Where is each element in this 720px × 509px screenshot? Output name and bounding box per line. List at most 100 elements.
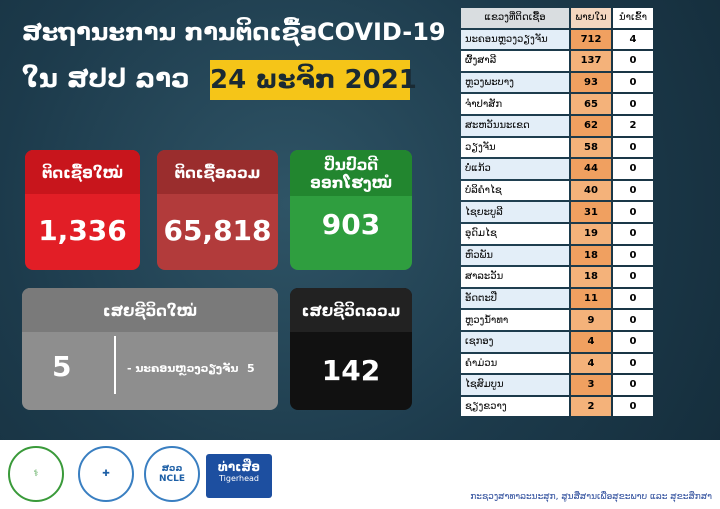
card-label: ເສຍຊີວິດໃໝ່	[22, 288, 278, 332]
table-header: ແຂວງທີ່ຕິດເຊື້ອ ພາຍໃນ ນຳເຂົ້າ	[461, 8, 653, 28]
province-cell: ສາລະວັນ	[461, 267, 569, 287]
count-cell: 0	[613, 159, 653, 179]
province-cell: ຊຽງຂວາງ	[461, 396, 569, 417]
table-row: ຊຽງຂວາງ 2 0	[461, 396, 653, 417]
card-value: 65,818	[163, 214, 272, 247]
province-cell: ຜົ້ງສາລີ	[461, 51, 569, 71]
table: ແຂວງທີ່ຕິດເຊື້ອ ພາຍໃນ ນຳເຂົ້າ ນະຄອນຫຼວງວ…	[459, 6, 655, 418]
death-detail-place: - ນະຄອນຫຼວງວຽງຈັນ	[127, 362, 239, 375]
logo-ncle: ສວລ NCLE	[144, 446, 200, 502]
card-label: ປິ່ນປົວດີ ອອກໂຮງໝໍ	[290, 150, 412, 196]
count-cell: 0	[613, 137, 653, 158]
card-label-line: ປິ່ນປົວດີ	[323, 156, 379, 174]
province-cell: ເຊກອງ	[461, 331, 569, 352]
date: 24 ພະຈິກ 2021	[210, 60, 417, 100]
province-cell: ສະຫວັນນະເຂດ	[461, 115, 569, 136]
count-cell: 18	[571, 245, 611, 266]
logo-health-center: ✚	[78, 446, 134, 502]
logo-text: ທ່າເສືອ	[218, 460, 260, 474]
card-value: 903	[321, 208, 381, 241]
card-label: ຕິດເຊື້ອໃໝ່	[25, 150, 140, 194]
count-cell: 31	[571, 202, 611, 222]
province-cell: ບໍລິຄຳໄຊ	[461, 180, 569, 201]
province-cell: ອຸດົມໄຊ	[461, 223, 569, 244]
table-row: ຜົ້ງສາລີ 137 0	[461, 51, 653, 71]
count-cell: 58	[571, 137, 611, 158]
count-cell: 0	[613, 202, 653, 222]
logo-text: Tigerhead	[219, 474, 259, 483]
table-row: ວຽງຈັນ 58 0	[461, 137, 653, 158]
province-cell: ຫຼວງນ້ຳທາ	[461, 310, 569, 330]
count-cell: 0	[613, 331, 653, 352]
table-row: ຄຳມ່ວນ 4 0	[461, 353, 653, 374]
province-cell: ຈຳປາສັກ	[461, 94, 569, 114]
card-label-line: ອອກໂຮງໝໍ	[309, 174, 393, 192]
table-row: ອັດຕະປື 11 0	[461, 288, 653, 309]
count-cell: 0	[613, 72, 653, 93]
count-cell: 19	[571, 223, 611, 244]
table-row: ເຊກອງ 4 0	[461, 331, 653, 352]
table-row: ຫຼວງພະບາງ 93 0	[461, 72, 653, 93]
province-cell: ໄຊຍະບູລີ	[461, 202, 569, 222]
new-cases-card: ຕິດເຊື້ອໃໝ່ 1,336	[25, 150, 140, 270]
count-cell: 3	[571, 375, 611, 395]
count-cell: 11	[571, 288, 611, 309]
province-cell: ອັດຕະປື	[461, 288, 569, 309]
table-row: ຫຼວງນ້ຳທາ 9 0	[461, 310, 653, 330]
count-cell: 62	[571, 115, 611, 136]
card-value: 142	[321, 354, 381, 387]
table-row: ຫົວພັນ 18 0	[461, 245, 653, 266]
table-row: ສາລະວັນ 18 0	[461, 267, 653, 287]
logo-text: NCLE	[158, 474, 186, 484]
logo-ministry: ⚕	[8, 446, 64, 502]
logo-tigerhead: ທ່າເສືອ Tigerhead	[206, 454, 272, 498]
card-value: 1,336	[38, 214, 127, 247]
table-row: ບໍ່ແກ້ວ 44 0	[461, 159, 653, 179]
province-table: ແຂວງທີ່ຕິດເຊື້ອ ພາຍໃນ ນຳເຂົ້າ ນະຄອນຫຼວງວ…	[459, 6, 671, 418]
count-cell: 0	[613, 267, 653, 287]
count-cell: 4	[571, 353, 611, 374]
count-cell: 65	[571, 94, 611, 114]
count-cell: 2	[613, 115, 653, 136]
count-cell: 0	[613, 353, 653, 374]
count-cell: 137	[571, 51, 611, 71]
count-cell: 0	[613, 180, 653, 201]
header-cell: ແຂວງທີ່ຕິດເຊື້ອ	[461, 8, 569, 28]
province-cell: ຫົວພັນ	[461, 245, 569, 266]
count-cell: 0	[613, 223, 653, 244]
subtitle: ໃນ ສປປ ລາວ	[22, 64, 190, 94]
count-cell: 712	[571, 29, 611, 50]
count-cell: 0	[613, 310, 653, 330]
table-row: ອຸດົມໄຊ 19 0	[461, 223, 653, 244]
count-cell: 0	[613, 245, 653, 266]
header-cell: ນຳເຂົ້າ	[613, 8, 653, 28]
count-cell: 0	[613, 94, 653, 114]
count-cell: 0	[613, 396, 653, 417]
footer-credit: ກະຊວງສາທາລະນະສຸກ, ສູນສື່ສານເພື່ອສຸຂະພາບ …	[470, 492, 712, 502]
count-cell: 4	[571, 331, 611, 352]
count-cell: 2	[571, 396, 611, 417]
table-row: ໄຊຍະບູລີ 31 0	[461, 202, 653, 222]
province-cell: ໄຊສົມບູນ	[461, 375, 569, 395]
count-cell: 40	[571, 180, 611, 201]
province-cell: ຄຳມ່ວນ	[461, 353, 569, 374]
table-row: ຈຳປາສັກ 65 0	[461, 94, 653, 114]
logo-text: ສວລ	[161, 464, 183, 474]
province-cell: ບໍ່ແກ້ວ	[461, 159, 569, 179]
table-row: ບໍລິຄຳໄຊ 40 0	[461, 180, 653, 201]
new-deaths-card: ເສຍຊີວິດໃໝ່ 5 - ນະຄອນຫຼວງວຽງຈັນ 5	[22, 288, 278, 410]
province-cell: ວຽງຈັນ	[461, 137, 569, 158]
province-cell: ນະຄອນຫຼວງວຽງຈັນ	[461, 29, 569, 50]
count-cell: 18	[571, 267, 611, 287]
header-cell: ພາຍໃນ	[571, 8, 611, 28]
footer: ⚕ ✚ ສວລ NCLE ທ່າເສືອ Tigerhead ກະຊວງສາທາລະ…	[0, 440, 720, 509]
count-cell: 44	[571, 159, 611, 179]
divider	[114, 336, 116, 394]
table-row: ສະຫວັນນະເຂດ 62 2	[461, 115, 653, 136]
count-cell: 0	[613, 288, 653, 309]
count-cell: 9	[571, 310, 611, 330]
count-cell: 0	[613, 51, 653, 71]
total-cases-card: ຕິດເຊື້ອລວມ 65,818	[157, 150, 278, 270]
death-detail-count: 5	[247, 362, 255, 375]
